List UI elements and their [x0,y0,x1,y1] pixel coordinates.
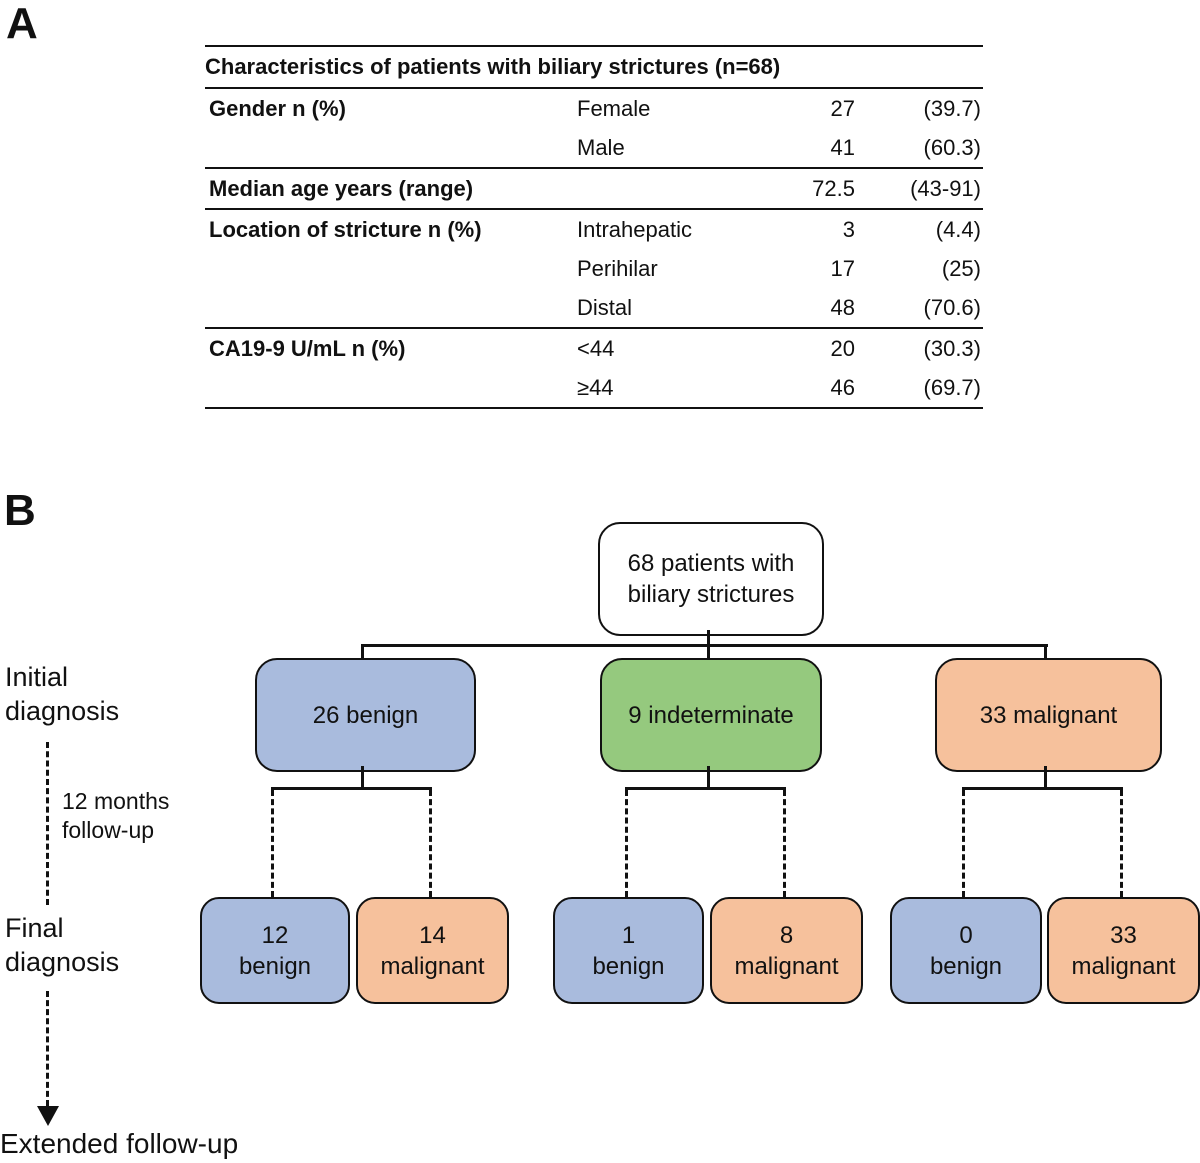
connector-dashed-drop [783,790,786,897]
root-box-68-patients: 68 patients with biliary strictures [598,522,824,636]
table-row: CA19-9 U/mL n (%) <44 20 (30.3) [205,329,983,368]
row-n: 48 [830,294,855,320]
row-pct: (43-91) [910,175,981,201]
row-item: Perihilar [577,255,658,281]
row-n: 41 [830,134,855,160]
row-pct: (25) [941,255,981,281]
connector-stub-below-indeterminate [707,766,710,789]
timeline-dashed-segment [46,742,49,905]
final-box: 33 malignant [1047,897,1200,1004]
final-box-value: 1 [621,921,636,949]
timeline-arrowhead-icon [37,1106,59,1126]
row-item: Distal [577,294,633,320]
table-row: Perihilar 17 (25) [205,249,983,288]
final-box-value: 33 [1110,921,1137,949]
final-box: 14 malignant [356,897,509,1004]
row-item: Female [577,95,651,121]
final-box-word: benign [929,952,1003,980]
row-n: 46 [830,374,855,400]
row-item: ≥44 [577,374,614,400]
connector-stub-center [707,646,710,660]
connector-stub-below-benign [361,766,364,789]
initial-box-indeterminate: 9 indeterminate [600,658,822,772]
connector-dashed-drop [625,790,628,897]
initial-box-benign: 26 benign [255,658,476,772]
final-box-word: malignant [380,952,485,980]
final-box-word: malignant [734,952,839,980]
connector-root-stem [707,630,710,646]
row-pct: (70.6) [923,294,981,320]
connector-dashed-drop [429,790,432,897]
connector-stub-left [361,646,364,660]
row-pct: (30.3) [923,335,981,361]
connector-dashed-drop [271,790,274,897]
connector-top-bar [361,644,1048,647]
row-pct: (39.7) [923,95,981,121]
table-title: Characteristics of patients with biliary… [205,47,983,89]
final-box-value: 12 [261,921,289,949]
final-box: 1 benign [553,897,704,1004]
table-row: Distal 48 (70.6) [205,288,983,329]
connector-stub-below-malignant [1044,766,1047,789]
timeline-dashed-segment [46,991,49,1106]
final-box: 0 benign [890,897,1042,1004]
final-box-value: 0 [959,921,973,949]
panel-a-label: A [6,0,38,48]
row-category: Gender n (%) [209,95,346,121]
final-box-word: benign [238,952,312,980]
connector-dashed-drop [962,790,965,897]
final-box: 12 benign [200,897,350,1004]
connector-group-bar-middle [625,787,786,790]
row-pct: (69.7) [923,374,981,400]
row-pct: (60.3) [923,134,981,160]
table-row: Median age years (range) 72.5 (43-91) [205,169,983,210]
connector-group-bar-left [271,787,432,790]
row-n: 72.5 [812,175,855,201]
table-row: ≥44 46 (69.7) [205,368,983,407]
row-item: <44 [577,335,615,361]
row-item: Male [577,134,625,160]
final-box-value: 14 [419,921,446,949]
final-box-word: benign [592,952,665,980]
row-category: Median age years (range) [209,175,474,201]
table-row: Gender n (%) Female 27 (39.7) [205,89,983,128]
extended-followup-label: Extended follow-up [0,1128,239,1159]
row-n: 20 [830,335,855,361]
connector-dashed-drop [1120,790,1123,897]
final-box-value: 8 [779,921,794,949]
row-category: CA19-9 U/mL n (%) [209,335,406,361]
panel-b-label: B [4,486,36,535]
row-n: 3 [842,216,855,242]
row-item: Intrahepatic [577,216,692,242]
row-n: 27 [830,95,855,121]
final-box: 8 malignant [710,897,863,1004]
followup-12-months-label: 12 months follow-up [62,788,170,843]
connector-stub-right [1044,646,1047,660]
row-n: 17 [830,255,855,281]
row-category: Location of stricture n (%) [209,216,482,242]
final-diagnosis-label: Final diagnosis [5,913,120,977]
table-row: Male 41 (60.3) [205,128,983,169]
initial-diagnosis-label: Initial diagnosis [5,662,120,726]
row-pct: (4.4) [935,216,981,242]
table-row: Location of stricture n (%) Intrahepatic… [205,210,983,249]
initial-box-malignant: 33 malignant [935,658,1162,772]
patient-characteristics-table: Characteristics of patients with biliary… [205,45,983,409]
connector-group-bar-right [962,787,1123,790]
final-box-word: malignant [1071,952,1176,980]
